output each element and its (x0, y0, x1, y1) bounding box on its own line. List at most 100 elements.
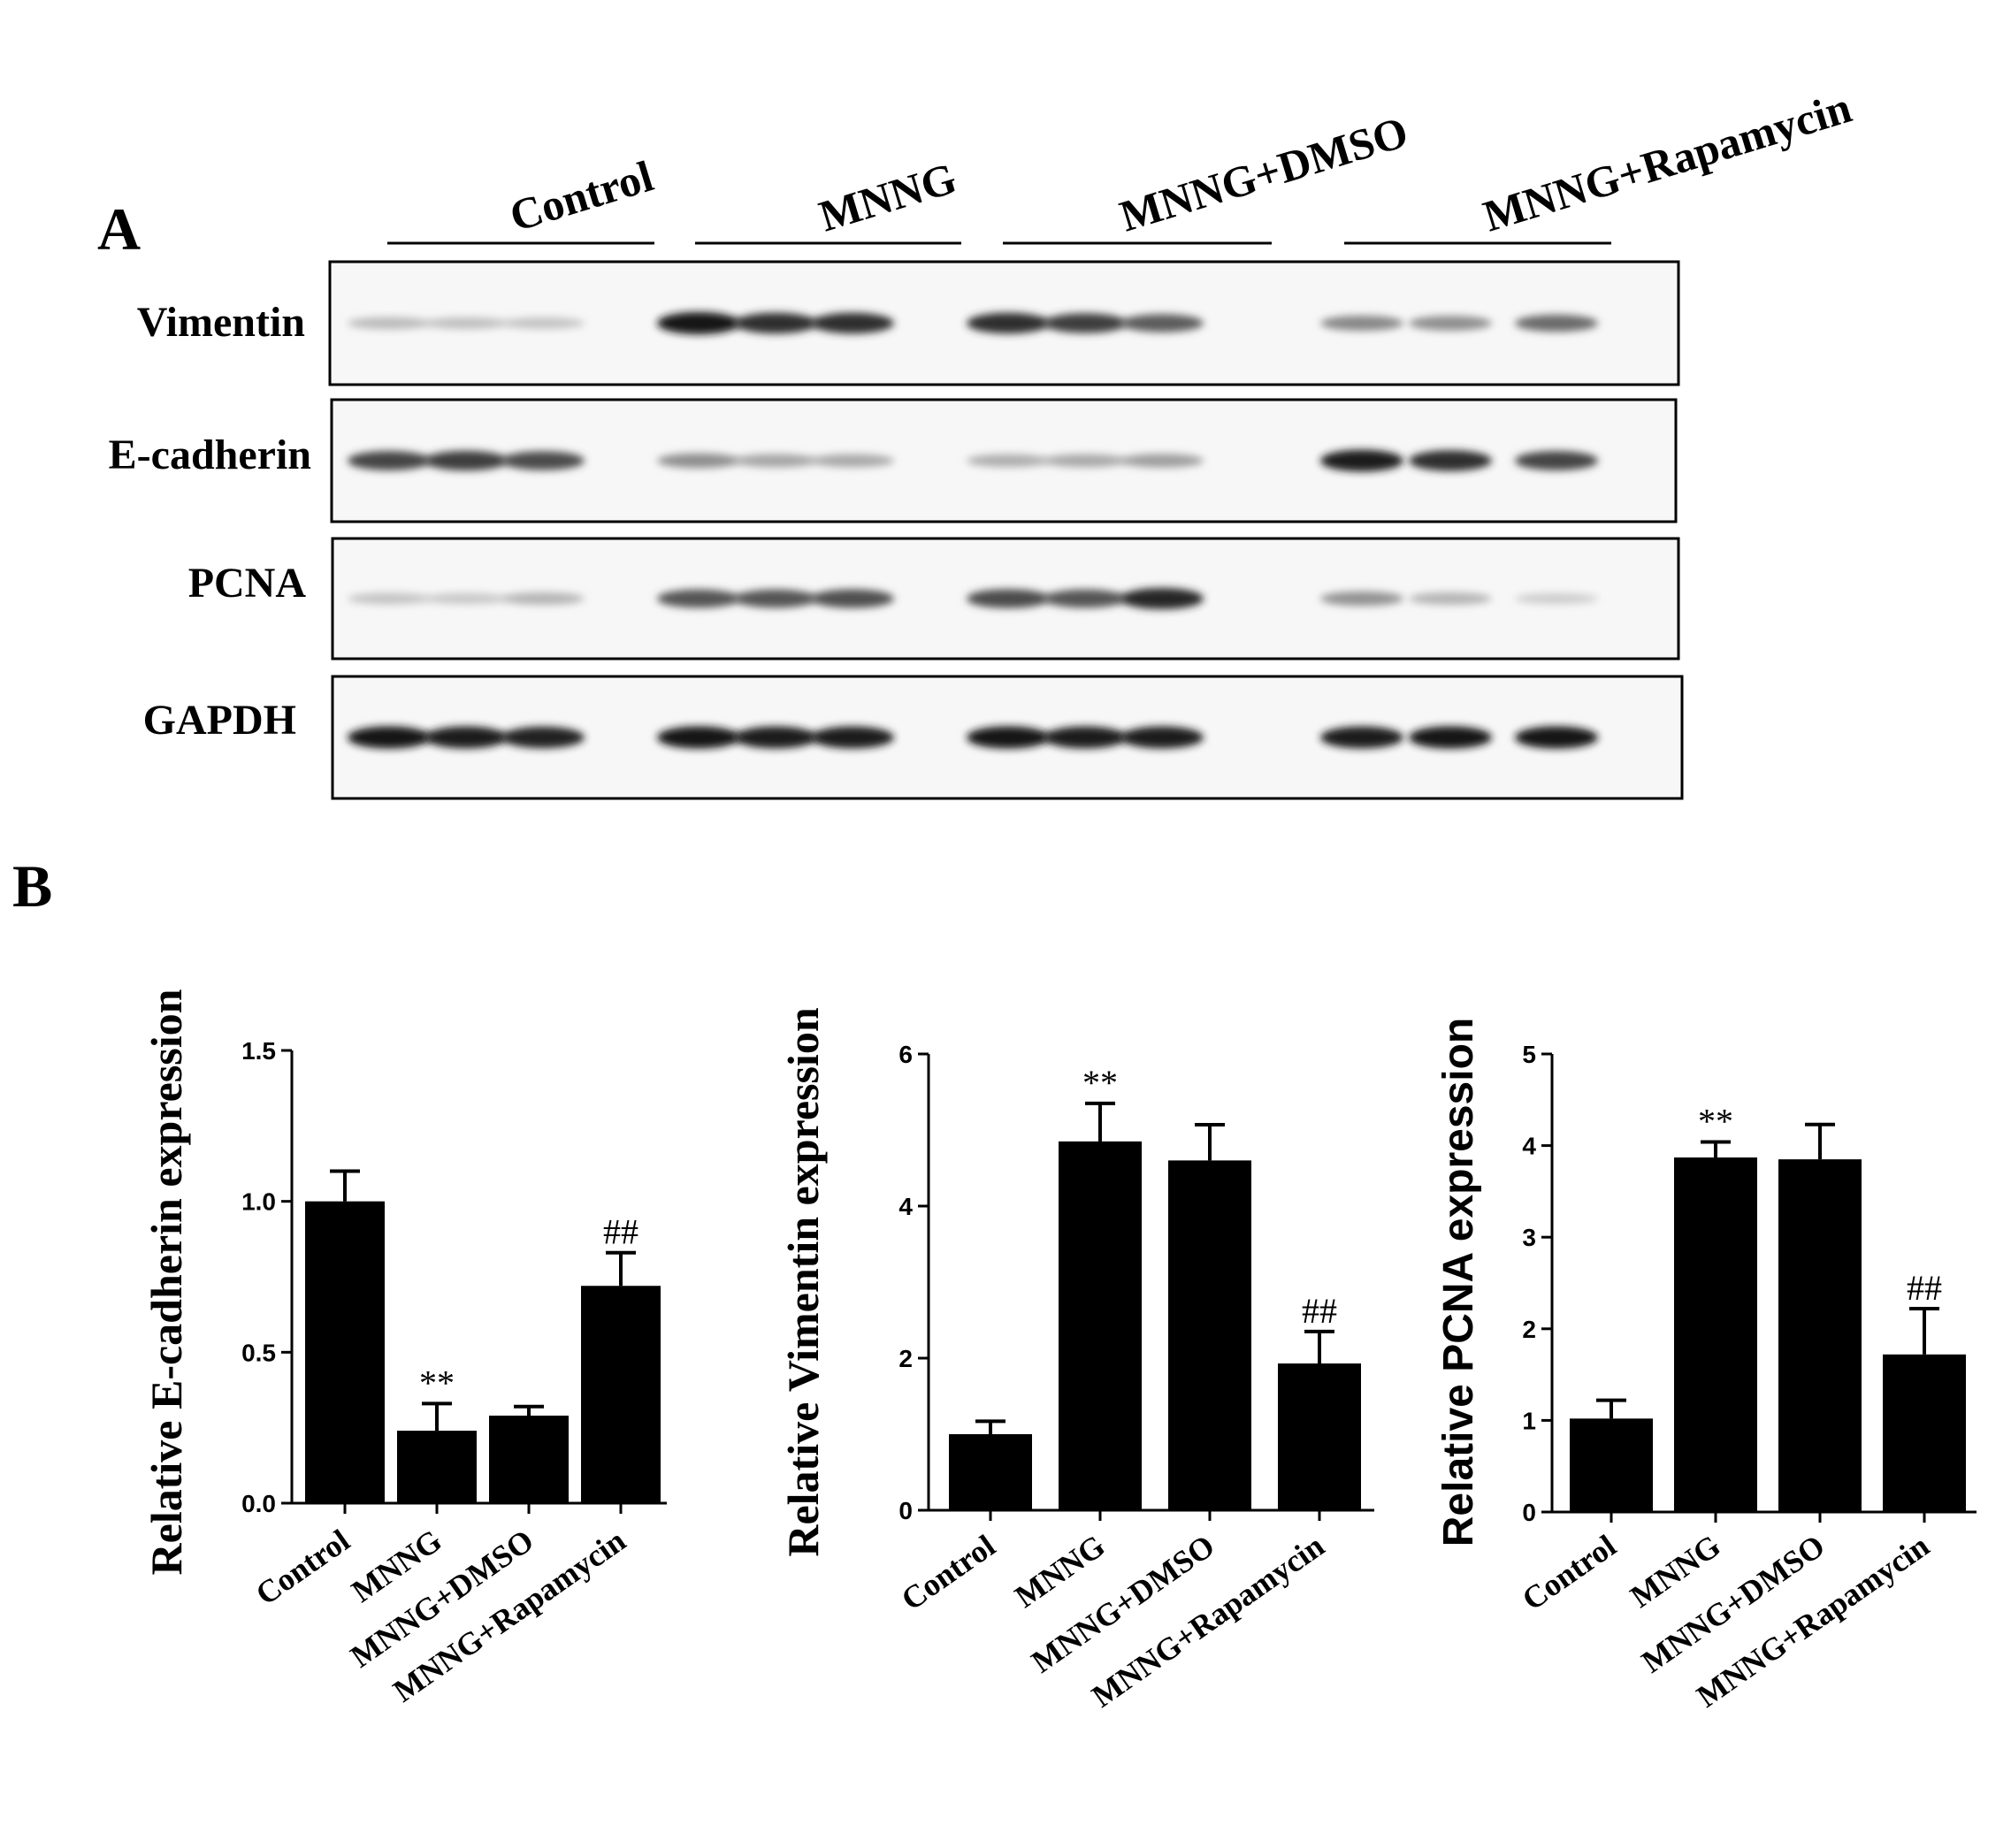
band-gapdh-lane-11 (1409, 726, 1492, 749)
group-label-control: Control (504, 150, 659, 241)
band-vimentin-lane-9 (1120, 314, 1204, 332)
band-e-cadherin-lane-9 (1120, 454, 1204, 468)
significance-mnng-rapamycin: ## (1302, 1291, 1337, 1331)
y-axis-title: Relative Vimentin expression (778, 1007, 828, 1556)
band-pcna-lane-4 (657, 589, 740, 608)
y-tick-label: 4 (1522, 1133, 1536, 1160)
band-pcna-lane-9 (1120, 587, 1204, 610)
y-tick-label: 1 (1522, 1407, 1536, 1434)
band-e-cadherin-lane-8 (1044, 454, 1127, 468)
bar-control (1570, 1418, 1653, 1512)
band-e-cadherin-lane-5 (734, 454, 817, 468)
band-e-cadherin-lane-12 (1515, 451, 1598, 470)
band-gapdh-lane-5 (734, 726, 817, 749)
band-e-cadherin-lane-6 (811, 454, 894, 468)
western-blot-panel: Control MNNG MNNG+DMSO MNNG+Rapamycin Viment… (109, 82, 1857, 800)
y-tick-label: 3 (1522, 1224, 1536, 1251)
bar-control (949, 1434, 1032, 1510)
y-tick-label: 2 (1522, 1316, 1536, 1343)
band-pcna-lane-6 (811, 589, 894, 608)
band-vimentin-lane-7 (967, 312, 1050, 334)
band-gapdh-lane-10 (1320, 726, 1403, 749)
band-pcna-lane-5 (734, 589, 817, 608)
bar-chart-1: 0.0 0.5 1.0 1.5 Relative E-cadherin expressi… (141, 989, 667, 1709)
group-label-mnng: MNNG (814, 153, 962, 241)
band-gapdh-lane-4 (657, 726, 740, 749)
band-vimentin-lane-12 (1515, 314, 1598, 332)
band-vimentin-lane-10 (1320, 315, 1403, 332)
y-tick-label: 5 (1522, 1041, 1536, 1068)
band-gapdh-lane-6 (811, 726, 894, 749)
x-tick-label-control: Control (1516, 1528, 1623, 1617)
band-vimentin-lane-6 (811, 312, 894, 334)
band-gapdh-lane-7 (967, 726, 1050, 749)
group-label-mnng-dmso: MNNG+DMSO (1114, 106, 1413, 241)
x-tick-label-control: Control (895, 1528, 1002, 1617)
band-pcna-lane-10 (1320, 591, 1403, 607)
bar-mnng-rapamycin (581, 1286, 661, 1503)
band-gapdh-lane-2 (424, 726, 508, 749)
bar-mnng-rapamycin (1278, 1363, 1361, 1510)
y-tick-label: 1.5 (241, 1037, 276, 1065)
y-tick-label: 0.5 (241, 1339, 276, 1366)
band-e-cadherin-lane-7 (967, 454, 1050, 468)
significance-mnng-rapamycin: ## (603, 1212, 638, 1252)
band-pcna-lane-8 (1044, 589, 1127, 608)
y-tick-label: 4 (898, 1193, 913, 1220)
band-e-cadherin-lane-4 (657, 453, 740, 469)
bar-mnng-rapamycin (1883, 1354, 1966, 1512)
y-axis-title: Relative E-cadherin expression (141, 989, 191, 1575)
band-vimentin-lane-5 (734, 312, 817, 334)
blot-label-gapdh: GAPDH (143, 697, 296, 744)
band-vimentin-lane-11 (1409, 316, 1492, 331)
band-pcna-lane-2 (424, 592, 508, 605)
band-vimentin-lane-8 (1044, 313, 1127, 333)
band-vimentin-lane-3 (501, 317, 585, 329)
band-pcna-lane-12 (1515, 592, 1598, 605)
band-vimentin-lane-2 (424, 317, 508, 330)
blot-label-pcna: PCNA (188, 560, 307, 607)
x-tick-label-mnng-dmso: MNNG+DMSO (1025, 1528, 1221, 1680)
bar-mnng-dmso (1778, 1159, 1862, 1512)
bar-mnng-dmso (489, 1416, 569, 1503)
significance-mnng: ** (419, 1363, 455, 1402)
bar-chart-2: 0 2 4 6 Relative Vimentin expression Control *… (778, 1007, 1374, 1714)
bar-charts-panel: 0.0 0.5 1.0 1.5 Relative E-cadherin expressi… (141, 989, 1977, 1714)
band-e-cadherin-lane-11 (1409, 450, 1492, 471)
band-e-cadherin-lane-2 (424, 450, 508, 471)
bar-mnng-dmso (1168, 1160, 1251, 1510)
y-tick-label: 1.0 (241, 1188, 276, 1216)
band-e-cadherin-lane-10 (1320, 449, 1403, 472)
panel-a-label: A (97, 195, 141, 263)
band-e-cadherin-lane-1 (348, 451, 431, 470)
band-vimentin-lane-4 (657, 311, 740, 335)
y-tick-label: 6 (898, 1041, 913, 1068)
band-e-cadherin-lane-3 (501, 451, 585, 470)
band-gapdh-lane-8 (1044, 726, 1127, 749)
blot-label-vimentin: Vimentin (137, 299, 305, 346)
y-tick-label: 2 (898, 1345, 913, 1372)
band-pcna-lane-1 (348, 592, 431, 605)
significance-mnng: ** (1698, 1101, 1733, 1141)
y-tick-label: 0 (1522, 1499, 1536, 1526)
band-vimentin-lane-1 (348, 317, 431, 330)
bar-mnng (1674, 1157, 1757, 1512)
bar-mnng (397, 1431, 477, 1503)
band-pcna-lane-11 (1409, 592, 1492, 605)
bar-control (305, 1201, 385, 1503)
y-tick-label: 0 (898, 1497, 913, 1524)
band-pcna-lane-7 (967, 589, 1050, 608)
group-label-mnng-rapamycin: MNNG+Rapamycin (1478, 82, 1857, 241)
band-gapdh-lane-3 (501, 726, 585, 749)
band-gapdh-lane-9 (1120, 726, 1204, 749)
band-gapdh-lane-1 (348, 726, 431, 749)
y-axis-title: Relative PCNA expression (1435, 1018, 1482, 1546)
blot-label-e-cadherin: E-cadherin (109, 431, 311, 478)
y-tick-label: 0.0 (241, 1490, 276, 1517)
band-pcna-lane-3 (501, 592, 585, 605)
band-gapdh-lane-12 (1515, 726, 1598, 749)
significance-mnng: ** (1082, 1063, 1118, 1103)
